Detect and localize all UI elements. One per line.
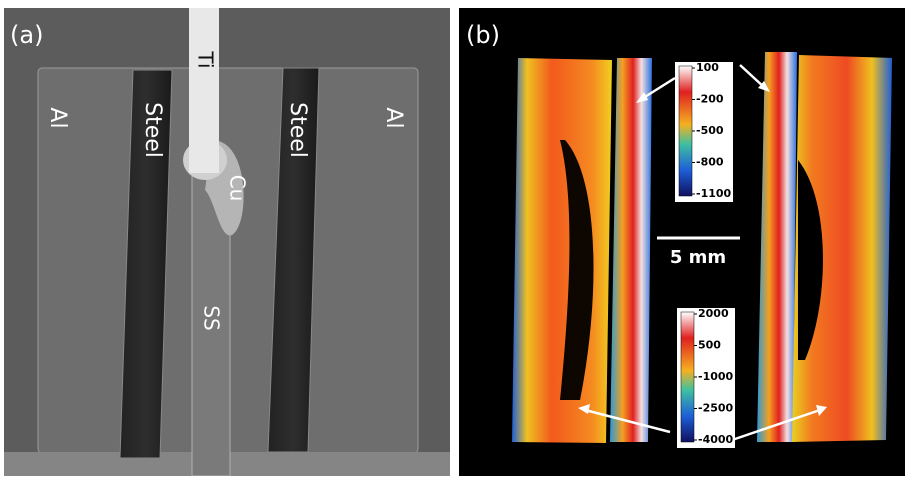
colorbar-tick-label: -200	[696, 93, 724, 106]
panel-label: (b)	[466, 21, 500, 49]
strain-strip	[610, 58, 652, 442]
colorbar-tick-label: 2000	[698, 307, 729, 320]
colorbar-tick-label: -2500	[698, 402, 734, 415]
colorbar-tick-label: -4000	[698, 433, 734, 446]
colorbar-tick-label: -1100	[696, 187, 732, 200]
colorbar	[681, 312, 694, 442]
colorbar-tick-label: 100	[696, 61, 719, 74]
colorbar-tick-label: -500	[696, 124, 724, 137]
label-al: Al	[45, 107, 70, 128]
ti-rod	[189, 8, 219, 173]
label-ti: Ti	[194, 50, 218, 68]
label-steel: Steel	[285, 102, 310, 158]
colorbar-tick-label: -1000	[698, 370, 734, 383]
panel-a: (a) Ti Steel Steel Al Al Cu SS	[4, 8, 450, 476]
figure: (a) Ti Steel Steel Al Al Cu SS (b) 5 mm …	[0, 0, 907, 476]
label-steel: Steel	[140, 102, 165, 158]
label-al: Al	[381, 107, 406, 128]
colorbar	[679, 66, 692, 196]
scale-label: 5 mm	[670, 247, 726, 268]
colorbar-tick-label: -800	[696, 156, 724, 169]
panel-label: (a)	[10, 21, 43, 49]
label-cu: Cu	[226, 175, 250, 202]
label-ss: SS	[200, 305, 224, 330]
colorbar-tick-label: 500	[698, 339, 721, 352]
panel-b: (b) 5 mm	[459, 8, 905, 476]
